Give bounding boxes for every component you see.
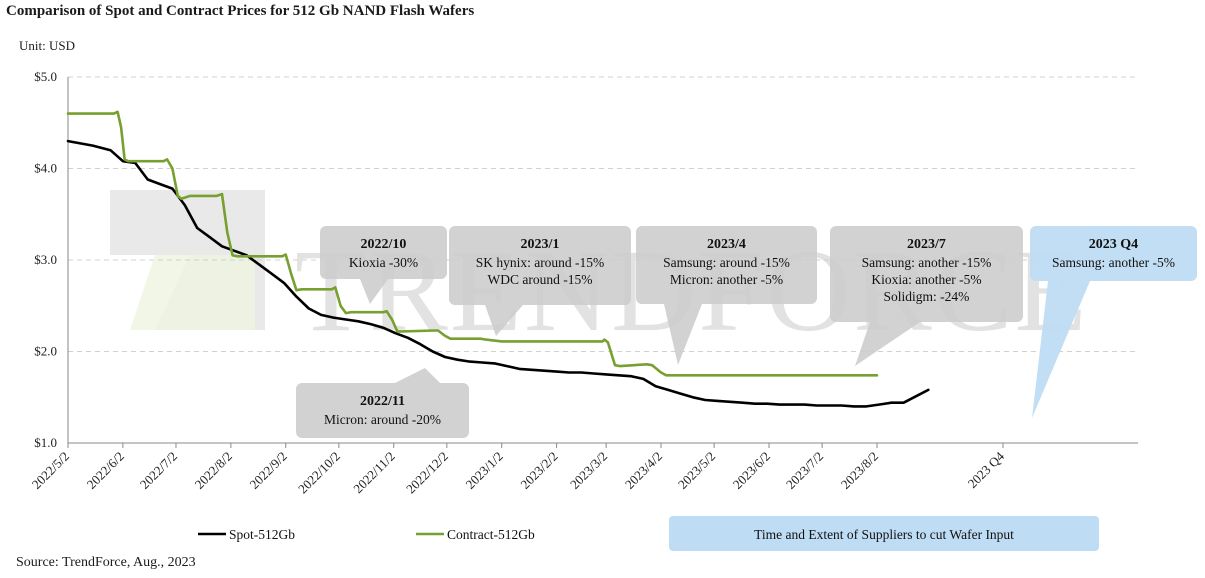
x-tick-label: 2022/5/2 [29, 449, 72, 492]
callout-2023-4: 2023/4 Samsung: around -15% Micron: anothe… [636, 226, 817, 365]
callout-title: 2023/4 [707, 237, 746, 252]
callout-line: SK hynix: around -15% [476, 255, 605, 270]
x-tick-label: 2022/8/2 [192, 449, 235, 492]
x-tick-label: 2022/6/2 [84, 449, 127, 492]
callout-title: 2022/10 [361, 237, 407, 252]
x-tick-label: 2022/11/2 [350, 449, 398, 497]
supplier-cut-callouts: 2022/10 Kioxia -30% 2022/11 Micron: around … [296, 226, 1197, 438]
source-note: Source: TrendForce, Aug., 2023 [16, 555, 196, 570]
callout-title: 2023/1 [521, 237, 560, 252]
series-line-contract-512gb [66, 110, 879, 377]
callout-line: WDC around -15% [488, 272, 593, 287]
callout-line: Solidigm: -24% [884, 289, 970, 304]
callout-line: Micron: another -5% [670, 272, 783, 287]
x-tick-label: 2022/9/2 [247, 449, 290, 492]
callout-2023-q4: 2023 Q4 Samsung: another -5% [1030, 226, 1197, 418]
callout-box [296, 383, 469, 438]
callout-pointer [395, 368, 440, 383]
x-tick-label: 2023 Q4 [965, 448, 1008, 491]
unit-label: Unit: USD [19, 38, 75, 53]
legend-label: Spot-512Gb [229, 527, 295, 542]
callout-pointer [360, 279, 388, 304]
legend-note: Time and Extent of Suppliers to cut Wafe… [669, 516, 1099, 551]
callout-title: 2022/11 [360, 394, 405, 409]
callout-pointer [855, 322, 920, 366]
callout-line: Samsung: around -15% [663, 255, 790, 270]
callout-title: 2023 Q4 [1089, 237, 1138, 252]
legend-note-box [669, 516, 1099, 551]
callout-box [830, 226, 1023, 322]
x-tick-label: 2022/10/2 [295, 449, 343, 497]
series-line-spot-512gb [66, 139, 930, 408]
y-tick-label: $2.0 [34, 344, 57, 359]
x-tick-label: 2023/8/2 [838, 449, 881, 492]
y-tick-label: $5.0 [34, 69, 57, 84]
legend-item-spot-512gb: Spot-512Gb [198, 527, 295, 542]
x-tick-label: 2023/6/2 [730, 449, 773, 492]
callout-title: 2023/7 [907, 237, 946, 252]
callout-pointer [485, 305, 523, 336]
callout-box [1030, 226, 1197, 281]
callout-line: Samsung: another -5% [1052, 255, 1175, 270]
x-tick-label: 2023/3/2 [567, 449, 610, 492]
x-tick-label: 2023/1/2 [463, 449, 506, 492]
x-tick-label: 2023/7/2 [783, 449, 826, 492]
legend: Spot-512Gb Contract-512Gb Time and Extent … [198, 516, 1099, 551]
x-tick-label: 2023/4/2 [622, 449, 665, 492]
callout-line: Kioxia -30% [349, 255, 418, 270]
callout-2023-7: 2023/7 Samsung: another -15% Kioxia: anoth… [830, 226, 1023, 366]
legend-note-text: Time and Extent of Suppliers to cut Wafe… [754, 527, 1014, 542]
callout-line: Micron: around -20% [324, 412, 441, 427]
callout-2022-11: 2022/11 Micron: around -20% [296, 368, 469, 438]
x-tick-label: 2022/12/2 [403, 449, 451, 497]
callout-box [320, 226, 447, 279]
x-tick-label: 2022/7/2 [137, 449, 180, 492]
callout-2023-1: 2023/1 SK hynix: around -15% WDC around -1… [449, 226, 631, 336]
callout-line: Kioxia: another -5% [871, 272, 981, 287]
chart-title: Comparison of Spot and Contract Prices f… [6, 3, 475, 19]
series-lines [66, 110, 930, 408]
callout-box [636, 226, 817, 304]
callout-2022-10: 2022/10 Kioxia -30% [320, 226, 447, 304]
callout-pointer [1032, 281, 1090, 418]
y-tick-label: $4.0 [34, 161, 57, 176]
callout-line: Samsung: another -15% [862, 255, 992, 270]
x-axis: 2022/5/2 2022/6/2 2022/7/2 2022/8/2 2022/9/2… [29, 442, 1138, 497]
callout-box [449, 226, 631, 305]
x-tick-label: 2023/5/2 [675, 449, 718, 492]
x-tick-label: 2023/2/2 [517, 449, 560, 492]
y-tick-label: $1.0 [34, 435, 57, 450]
legend-item-contract-512gb: Contract-512Gb [416, 527, 535, 542]
callout-pointer [664, 304, 702, 365]
y-axis: $1.0 $2.0 $3.0 $4.0 $5.0 [34, 69, 69, 450]
watermark-logo-accent [130, 255, 255, 330]
y-tick-label: $3.0 [34, 252, 57, 267]
legend-label: Contract-512Gb [447, 527, 535, 542]
